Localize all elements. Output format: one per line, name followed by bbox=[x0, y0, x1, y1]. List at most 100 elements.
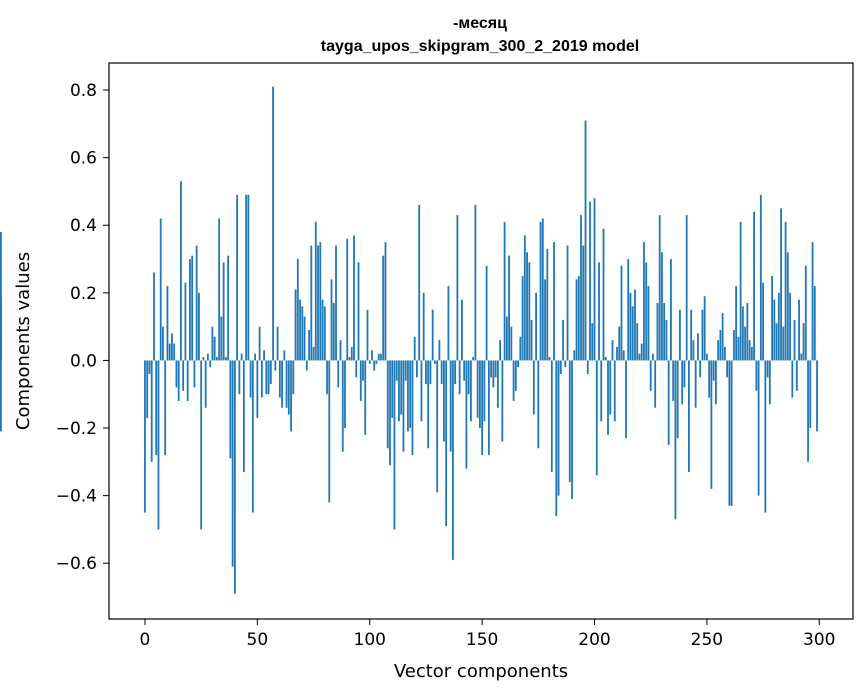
bar-220 bbox=[638, 353, 641, 361]
bar-177 bbox=[541, 218, 544, 361]
bar-57 bbox=[272, 86, 274, 361]
bar-270 bbox=[750, 346, 753, 361]
bar-295 bbox=[807, 360, 809, 462]
bar-15 bbox=[177, 360, 180, 401]
bar-184 bbox=[557, 360, 560, 496]
bar-172 bbox=[530, 319, 533, 361]
chart-title: -месяц bbox=[453, 15, 507, 32]
bar-66 bbox=[292, 360, 295, 395]
bar-undefined bbox=[0, 296, 2, 361]
bar-75 bbox=[312, 346, 315, 361]
bar-135 bbox=[447, 286, 450, 361]
bar-276 bbox=[764, 360, 767, 513]
bar-208 bbox=[611, 340, 614, 361]
bar-54 bbox=[265, 360, 268, 395]
bar-258 bbox=[723, 346, 726, 361]
bar-64 bbox=[287, 360, 290, 415]
bar-121 bbox=[416, 360, 418, 378]
bar-134 bbox=[445, 360, 448, 527]
bar-122 bbox=[418, 204, 421, 361]
bar-274 bbox=[759, 194, 762, 361]
bar-63 bbox=[285, 360, 288, 408]
bar-55 bbox=[267, 360, 270, 395]
bar-219 bbox=[636, 323, 639, 361]
bar-292 bbox=[800, 353, 803, 361]
bar-296 bbox=[809, 360, 812, 429]
bar-189 bbox=[568, 360, 571, 483]
bar-247 bbox=[699, 360, 702, 378]
bar-76 bbox=[314, 221, 317, 361]
bar-104 bbox=[377, 353, 380, 361]
bar-94 bbox=[355, 360, 358, 378]
bar-173 bbox=[532, 360, 535, 415]
bar-179 bbox=[546, 248, 549, 361]
bar-213 bbox=[622, 350, 625, 361]
bar-124 bbox=[422, 292, 425, 361]
bar-272 bbox=[755, 360, 758, 391]
x-tick-label: 200 bbox=[578, 630, 610, 650]
bar-174 bbox=[535, 292, 537, 361]
bar-271 bbox=[753, 211, 755, 361]
bar-186 bbox=[562, 319, 564, 361]
x-tick-label: 300 bbox=[803, 630, 835, 650]
x-tick-label: 0 bbox=[140, 630, 151, 650]
bar-30 bbox=[211, 326, 214, 361]
bar-167 bbox=[519, 336, 522, 361]
bar-35 bbox=[222, 262, 225, 361]
bar-73 bbox=[308, 330, 310, 361]
bar-23 bbox=[195, 245, 198, 361]
bar-279 bbox=[771, 275, 773, 361]
bar-91 bbox=[348, 357, 351, 361]
bar-114 bbox=[400, 360, 403, 415]
bar-109 bbox=[389, 360, 391, 466]
bar-275 bbox=[762, 282, 764, 361]
bar-283 bbox=[780, 208, 782, 361]
y-tick-label: 0.2 bbox=[70, 284, 97, 304]
bar-14 bbox=[175, 360, 178, 388]
bar-128 bbox=[431, 309, 434, 361]
bar-218 bbox=[634, 289, 636, 361]
bar-42 bbox=[238, 360, 241, 395]
bar-222 bbox=[643, 242, 645, 361]
bar-153 bbox=[487, 360, 490, 456]
bar-49 bbox=[254, 353, 256, 361]
bar-96 bbox=[359, 360, 362, 401]
bar-59 bbox=[276, 326, 279, 361]
bar-214 bbox=[625, 360, 627, 439]
bar-118 bbox=[409, 360, 412, 429]
bar-84 bbox=[332, 302, 335, 361]
bar-38 bbox=[229, 360, 232, 459]
bar-58 bbox=[274, 360, 277, 371]
bar-245 bbox=[694, 360, 697, 408]
x-tick-label: 150 bbox=[466, 630, 498, 650]
bar-132 bbox=[440, 360, 443, 385]
bar-217 bbox=[631, 306, 634, 361]
bar-199 bbox=[591, 323, 594, 361]
bar-106 bbox=[382, 255, 385, 361]
bar-168 bbox=[521, 275, 524, 361]
plot-frame bbox=[108, 62, 854, 620]
bar-32 bbox=[215, 357, 218, 361]
bar-126 bbox=[427, 360, 430, 449]
bar-98 bbox=[364, 360, 367, 435]
bar-116 bbox=[404, 360, 407, 381]
bar-89 bbox=[344, 360, 346, 429]
bar-269 bbox=[748, 340, 751, 361]
bar-83 bbox=[330, 279, 333, 361]
bar-237 bbox=[676, 360, 679, 439]
bar-238 bbox=[679, 309, 681, 361]
bar-159 bbox=[501, 360, 504, 442]
bar-248 bbox=[701, 309, 704, 361]
bar-48 bbox=[251, 360, 254, 513]
bar-68 bbox=[296, 259, 299, 361]
bar-262 bbox=[732, 330, 735, 361]
bar-228 bbox=[656, 302, 659, 361]
bar-0 bbox=[144, 360, 146, 513]
x-tick-label: 100 bbox=[354, 630, 386, 650]
bar-194 bbox=[580, 215, 582, 361]
bar-224 bbox=[647, 286, 650, 361]
bar-95 bbox=[357, 262, 360, 361]
bar-81 bbox=[326, 360, 328, 395]
y-tick-label: 0.0 bbox=[70, 351, 97, 371]
y-axis-ticks: −0.6 −0.4 −0.2 0.0 0.2 0.4 0.6 0.8 bbox=[56, 81, 109, 574]
